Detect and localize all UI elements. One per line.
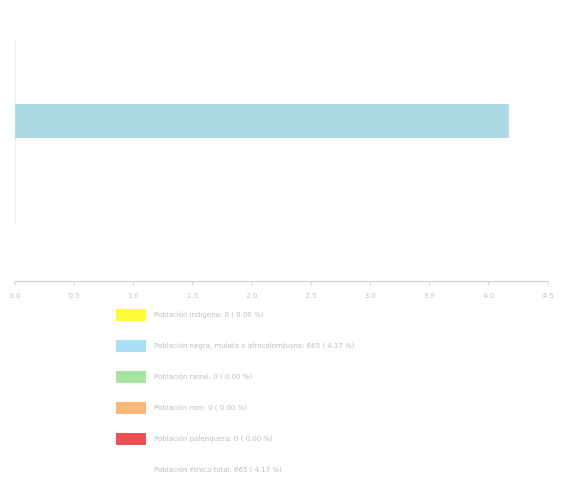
x-tick-label-0: 0.0 <box>9 292 20 300</box>
legend-swatch <box>116 433 146 445</box>
x-tick-label-4: 2.0 <box>246 292 257 300</box>
x-tick-label-5: 2.5 <box>306 292 317 300</box>
bar-0 <box>15 104 509 138</box>
legend-label: Población negra, mulata o afrocolombiana… <box>154 342 355 350</box>
legend-total-label: Población étnica total: 665 ( 4.17 %) <box>154 466 282 474</box>
x-tick-label-7: 3.5 <box>424 292 435 300</box>
legend-swatch <box>116 309 146 321</box>
x-tick-label-6: 3.0 <box>365 292 376 300</box>
legend-label: Población raizal: 0 ( 0.00 %) <box>154 373 253 381</box>
x-tick-label-1: 0.5 <box>69 292 80 300</box>
x-ticks-group: 0.0 0.5 1.0 1.5 2.0 2.5 3.0 3.5 4.0 4.5 <box>9 281 554 300</box>
chart-plot: 0.0 0.5 1.0 1.5 2.0 2.5 3.0 3.5 4.0 4.5 <box>9 40 554 300</box>
x-tick-label-8: 4.0 <box>483 292 494 300</box>
x-tick-label-2: 1.0 <box>128 292 139 300</box>
legend-label: Población rom: 0 ( 0.00 %) <box>154 404 247 412</box>
legend-swatch <box>116 340 146 352</box>
bars-group <box>15 104 509 138</box>
legend-label: Población indígena: 0 ( 0.00 %) <box>154 311 264 319</box>
legend-label: Población palenquera: 0 ( 0.00 %) <box>154 435 273 443</box>
x-tick-label-3: 1.5 <box>187 292 198 300</box>
legend-swatch <box>116 402 146 414</box>
legend-swatch <box>116 371 146 383</box>
x-tick-label-9: 4.5 <box>542 292 553 300</box>
